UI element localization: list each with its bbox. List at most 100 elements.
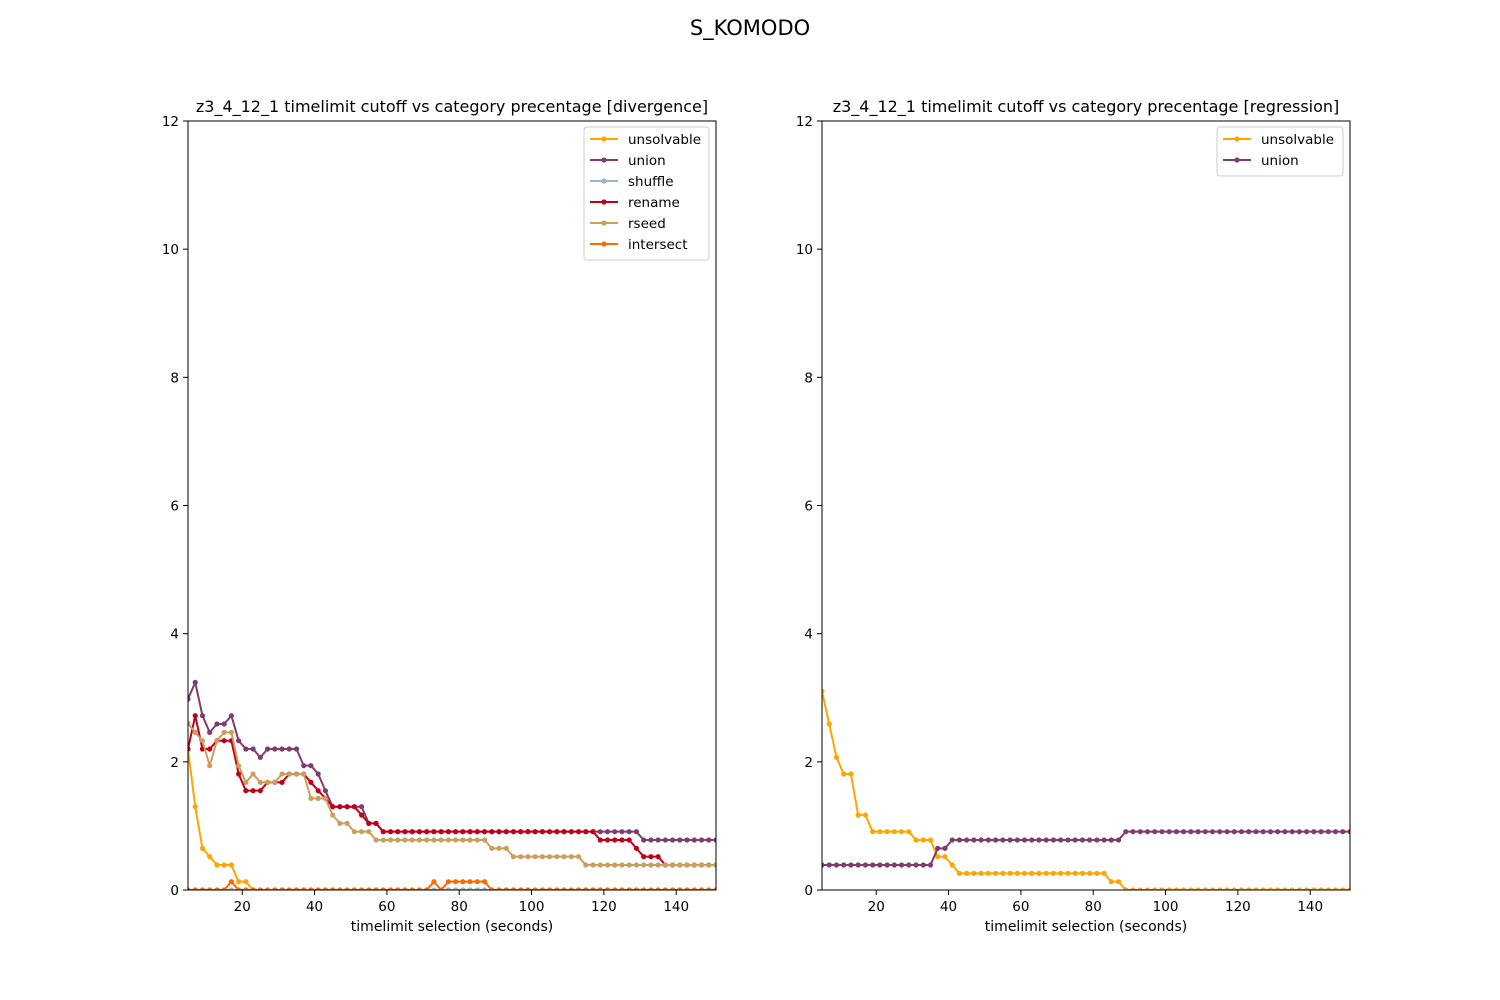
data-point-union: [877, 862, 883, 868]
data-point-unsolvable: [1079, 870, 1085, 876]
data-point-union: [956, 837, 963, 843]
y-tick-label: 4: [170, 627, 179, 643]
x-tick-label: 40: [940, 899, 957, 915]
data-point-unsolvable: [949, 862, 955, 868]
data-point-rseed: [547, 854, 553, 860]
x-tick-label: 140: [1297, 899, 1323, 915]
figure-title: S_KOMODO: [689, 16, 811, 40]
data-point-intersect: [315, 887, 321, 890]
data-point-rename: [554, 829, 560, 835]
data-point-shuffle: [431, 887, 437, 890]
data-point-union: [358, 804, 365, 810]
data-point-unsolvable: [1144, 887, 1151, 890]
data-point-intersect: [236, 887, 242, 890]
plot-area: [188, 679, 716, 890]
data-point-rseed: [301, 771, 307, 777]
data-point-unsolvable: [1217, 887, 1223, 890]
data-point-unsolvable: [833, 754, 840, 760]
data-point-unsolvable: [1000, 870, 1006, 876]
data-point-unsolvable: [1238, 887, 1245, 890]
data-point-unsolvable: [236, 879, 242, 885]
data-point-rseed: [590, 862, 596, 868]
data-point-rseed: [670, 862, 676, 868]
data-point-rename: [257, 788, 263, 794]
data-point-unsolvable: [935, 854, 941, 860]
data-point-union: [1195, 829, 1201, 835]
data-point-unsolvable: [1340, 887, 1346, 890]
data-point-rename: [315, 788, 321, 794]
data-point-intersect: [286, 887, 292, 890]
data-point-intersect: [214, 887, 220, 890]
data-point-intersect: [583, 887, 589, 890]
data-point-rename: [575, 829, 582, 835]
data-point-intersect: [199, 887, 206, 890]
data-point-intersect: [409, 887, 415, 890]
data-point-intersect: [330, 887, 336, 890]
data-point-rename: [481, 829, 488, 835]
data-point-union: [207, 729, 213, 735]
data-point-rseed: [344, 820, 350, 826]
data-point-unsolvable: [1014, 870, 1020, 876]
data-point-intersect: [633, 887, 640, 890]
data-point-rseed: [207, 763, 213, 769]
data-point-intersect: [706, 887, 712, 890]
data-point-rename: [416, 829, 423, 835]
data-point-intersect: [402, 887, 408, 890]
data-point-unsolvable: [1181, 887, 1187, 890]
data-point-unsolvable: [1195, 887, 1201, 890]
data-point-rename: [503, 829, 509, 835]
data-point-intersect: [188, 887, 191, 890]
data-point-rseed: [431, 837, 437, 843]
y-tick-label: 10: [796, 242, 813, 258]
data-point-rseed: [677, 862, 683, 868]
data-point-union: [1123, 829, 1129, 835]
data-point-union: [848, 862, 854, 868]
data-point-rseed: [604, 862, 611, 868]
data-point-rseed: [481, 837, 488, 843]
data-point-rseed: [272, 779, 278, 785]
data-point-union: [1209, 829, 1216, 835]
y-tick-label: 12: [162, 114, 179, 130]
data-point-unsolvable: [1311, 887, 1317, 890]
data-point-rseed: [460, 837, 466, 843]
data-point-union: [1000, 837, 1006, 843]
data-point-rename: [351, 804, 357, 810]
legend-label-union: union: [1261, 153, 1299, 169]
data-point-intersect: [539, 887, 546, 890]
data-point-unsolvable: [1065, 870, 1071, 876]
data-point-union: [1159, 829, 1165, 835]
data-point-intersect: [547, 887, 553, 890]
data-point-rseed: [387, 837, 394, 843]
data-point-unsolvable: [884, 829, 890, 835]
data-point-rename: [655, 854, 661, 860]
data-point-rseed: [279, 771, 285, 777]
data-point-rename: [626, 837, 632, 843]
data-point-intersect: [308, 887, 314, 890]
data-point-rseed: [257, 779, 263, 785]
data-point-union: [913, 862, 919, 868]
y-tick-label: 0: [804, 883, 813, 899]
data-point-intersect: [496, 887, 502, 890]
series-union: [822, 829, 1350, 868]
data-point-union: [920, 862, 926, 868]
data-point-union: [1325, 829, 1331, 835]
data-point-rseed: [662, 862, 668, 868]
data-point-union: [942, 845, 948, 851]
data-point-rseed: [192, 729, 198, 735]
legend-label-rename: rename: [628, 195, 680, 211]
data-point-rename: [518, 829, 524, 835]
data-point-unsolvable: [1347, 887, 1350, 890]
data-point-rseed: [691, 862, 697, 868]
data-point-union: [898, 862, 905, 868]
data-point-unsolvable: [985, 870, 991, 876]
data-point-unsolvable: [1246, 887, 1252, 890]
data-point-intersect: [518, 887, 524, 890]
data-point-union: [978, 837, 984, 843]
data-point-rename: [236, 771, 242, 777]
data-point-intersect: [698, 887, 705, 890]
data-point-intersect: [597, 887, 603, 890]
data-point-union: [1289, 829, 1295, 835]
data-point-union: [633, 829, 640, 835]
data-point-rename: [633, 845, 640, 851]
data-point-unsolvable: [848, 771, 854, 777]
